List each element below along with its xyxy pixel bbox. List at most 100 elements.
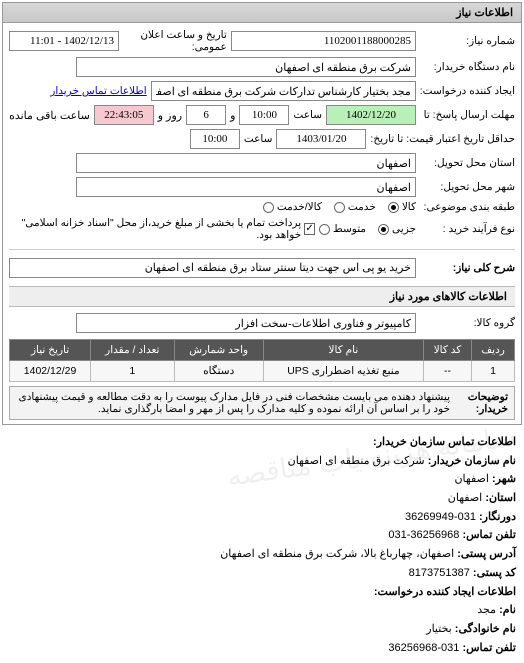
- deadline-date-input[interactable]: [326, 105, 416, 125]
- goods-header: اطلاعات کالاهای مورد نیاز: [9, 286, 515, 307]
- goods-group-label: گروه کالا:: [420, 317, 515, 329]
- checkbox-icon: ✓: [304, 223, 315, 235]
- contact-phone-label: تلفن تماس:: [462, 529, 516, 541]
- contact-name-label: نام:: [499, 604, 516, 616]
- col-name: نام کالا: [263, 340, 423, 361]
- radio-kala-khedmat[interactable]: کالا/خدمت: [263, 201, 322, 213]
- radio-khedmat-label: خدمت: [348, 201, 376, 213]
- row-desc: شرح کلی نیاز: خرید یو پی اس جهت دیتا سنت…: [9, 256, 515, 280]
- contact-province-label: استان:: [485, 492, 516, 504]
- goods-table: ردیف کد کالا نام کالا واحد شمارش تعداد /…: [9, 339, 515, 382]
- radio-partial[interactable]: جزیی: [378, 223, 416, 235]
- row-buyer-org: نام دستگاه خریدار:: [9, 55, 515, 79]
- cell-unit: دستگاه: [174, 361, 263, 382]
- contact-phone: 36256968-031: [388, 529, 459, 541]
- time-label-1: ساعت: [293, 109, 322, 121]
- and-label: و: [230, 109, 235, 122]
- table-header-row: ردیف کد کالا نام کالا واحد شمارش تعداد /…: [10, 340, 515, 361]
- row-package: طبقه بندی موضوعی: کالا خدمت کالا/خدمت: [9, 199, 515, 215]
- table-row: 1 -- منبع تغذیه اضطراری UPS دستگاه 1 140…: [10, 361, 515, 382]
- panel-body: شماره نیاز: تاریخ و ساعت اعلان عمومی: نا…: [3, 23, 521, 424]
- deadline-label: مهلت ارسال پاسخ: تا: [420, 109, 515, 121]
- contact-link[interactable]: اطلاعات تماس خریدار: [50, 85, 146, 97]
- validity-time-input[interactable]: [190, 129, 240, 149]
- cell-code: --: [423, 361, 471, 382]
- contact-name: مجد: [477, 604, 496, 616]
- req-phone: 031-36256968: [388, 642, 459, 654]
- radio-circle-icon: [388, 202, 399, 213]
- req-phone-label: تلفن تماس:: [462, 642, 516, 654]
- request-no-label: شماره نیاز:: [420, 35, 515, 47]
- row-province: استان محل تحویل:: [9, 151, 515, 175]
- requester-input[interactable]: [151, 81, 416, 101]
- row-buy-type: نوع فرآیند خرید : جزیی متوسط ✓ پرداخت تم…: [9, 215, 515, 243]
- col-date: تاریخ نیاز: [10, 340, 91, 361]
- deadline-time-input[interactable]: [239, 105, 289, 125]
- cell-date: 1402/12/29: [10, 361, 91, 382]
- validity-date-input[interactable]: [276, 129, 366, 149]
- time-label-2: ساعت: [244, 133, 273, 145]
- city-input[interactable]: [76, 177, 416, 197]
- radio-circle-icon: [378, 224, 389, 235]
- contact-lname-label: نام خانوادگی:: [455, 623, 516, 635]
- validity-label: حداقل تاریخ اعتبار قیمت: تا تاریخ:: [370, 133, 515, 145]
- radio-kala-khedmat-label: کالا/خدمت: [277, 201, 322, 213]
- radio-medium-label: متوسط: [333, 223, 366, 235]
- contact-province: اصفهان: [448, 492, 482, 504]
- buyer-org-label: نام دستگاه خریدار:: [420, 61, 515, 73]
- package-label: طبقه بندی موضوعی:: [420, 201, 515, 213]
- col-code: کد کالا: [423, 340, 471, 361]
- day-label: روز و: [158, 109, 182, 122]
- contact-section: سامانه هزینه یاب مناقصه اطلاعات تماس ساز…: [0, 427, 524, 663]
- col-row: ردیف: [472, 340, 515, 361]
- contact-address-label: آدرس پستی:: [457, 548, 516, 560]
- note-label: توضیحات خریدار:: [458, 391, 508, 415]
- province-input[interactable]: [76, 153, 416, 173]
- radio-circle-icon: [334, 202, 345, 213]
- province-label: استان محل تحویل:: [420, 157, 515, 169]
- contact-fax-label: دورنگار:: [479, 511, 516, 523]
- radio-kala-label: کالا: [402, 201, 416, 213]
- announce-label: تاریخ و ساعت اعلان عمومی:: [123, 29, 227, 53]
- row-request-no: شماره نیاز: تاریخ و ساعت اعلان عمومی:: [9, 27, 515, 55]
- buyer-org-input[interactable]: [76, 57, 416, 77]
- desc-label: شرح کلی نیاز:: [420, 262, 515, 274]
- city-label: شهر محل تحویل:: [420, 181, 515, 193]
- requester-label: ایجاد کننده درخواست:: [420, 85, 515, 97]
- buy-type-label: نوع فرآیند خرید :: [420, 223, 515, 235]
- contact-city: اصفهان: [454, 473, 488, 485]
- contact-city-label: شهر:: [492, 473, 516, 485]
- cell-qty: 1: [91, 361, 174, 382]
- cell-name: منبع تغذیه اضطراری UPS: [263, 361, 423, 382]
- contact-postal: 8173751387: [409, 567, 470, 579]
- radio-circle-icon: [263, 202, 274, 213]
- radio-kala[interactable]: کالا: [388, 201, 416, 213]
- col-qty: تعداد / مقدار: [91, 340, 174, 361]
- contact-org-label: نام سازمان خریدار:: [428, 455, 516, 467]
- remaining-label: ساعت باقی مانده: [9, 109, 90, 122]
- radio-circle-icon: [319, 224, 330, 235]
- announce-input[interactable]: [9, 31, 119, 51]
- treasury-check[interactable]: ✓ پرداخت تمام یا بخشی از مبلغ خرید،از مح…: [9, 217, 315, 241]
- row-validity: حداقل تاریخ اعتبار قیمت: تا تاریخ: ساعت: [9, 127, 515, 151]
- radio-medium[interactable]: متوسط: [319, 223, 366, 235]
- row-goods-group: گروه کالا:: [9, 311, 515, 335]
- radio-khedmat[interactable]: خدمت: [334, 201, 376, 213]
- desc-text: خرید یو پی اس جهت دیتا سنتر ستاد برق منط…: [9, 258, 416, 278]
- col-unit: واحد شمارش: [174, 340, 263, 361]
- contact-header: اطلاعات تماس سازمان خریدار:: [373, 436, 516, 448]
- row-city: شهر محل تحویل:: [9, 175, 515, 199]
- row-deadline: مهلت ارسال پاسخ: تا ساعت و روز و ساعت با…: [9, 103, 515, 127]
- contact-lname: بختیار: [426, 623, 451, 635]
- remaining-days-input[interactable]: [186, 105, 226, 125]
- request-no-input[interactable]: [231, 31, 416, 51]
- req-info-header: اطلاعات ایجاد کننده درخواست:: [374, 586, 516, 598]
- radio-partial-label: جزیی: [392, 223, 416, 235]
- remaining-time-input[interactable]: [94, 105, 154, 125]
- need-info-panel: اطلاعات نیاز شماره نیاز: تاریخ و ساعت اع…: [2, 2, 522, 425]
- row-requester: ایجاد کننده درخواست: اطلاعات تماس خریدار: [9, 79, 515, 103]
- buy-type-note: پرداخت تمام یا بخشی از مبلغ خرید،از محل …: [9, 217, 301, 241]
- contact-postal-label: کد پستی:: [473, 567, 516, 579]
- goods-group-input[interactable]: [76, 313, 416, 333]
- buy-type-radio-group: جزیی متوسط: [319, 223, 416, 235]
